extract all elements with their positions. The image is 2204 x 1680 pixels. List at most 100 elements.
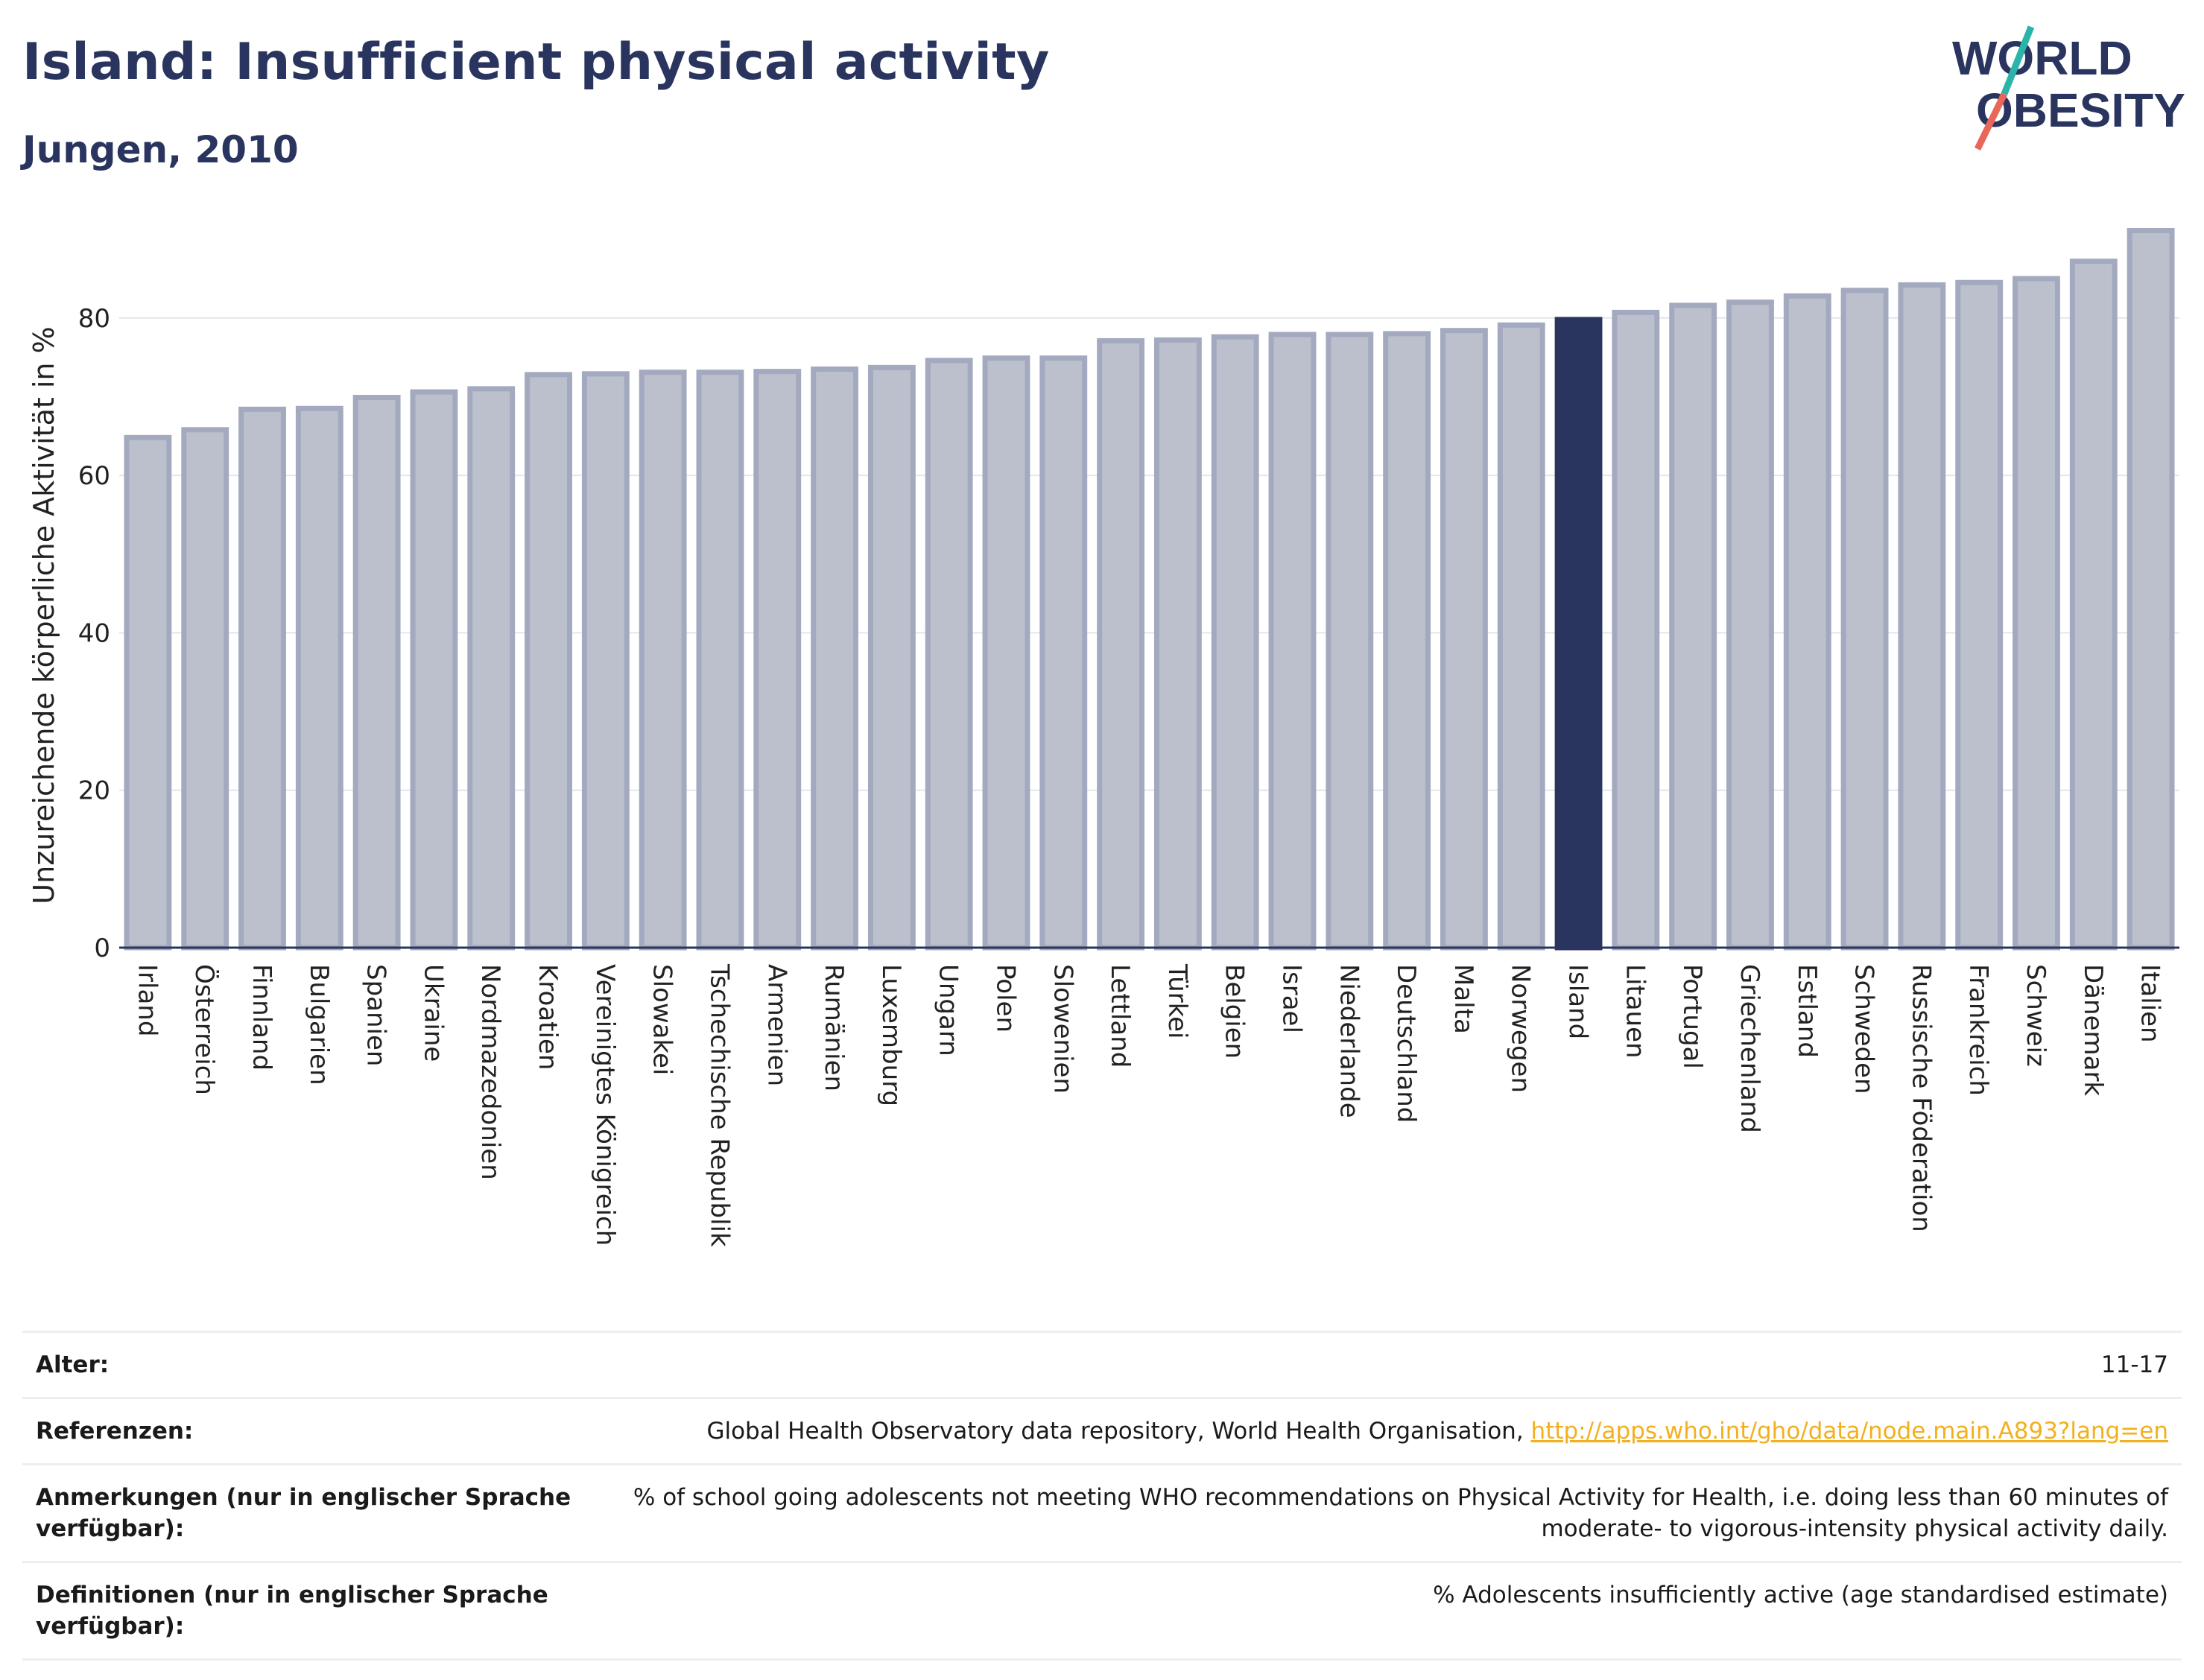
bar-rumänien [811,366,858,951]
references-value: Global Health Observatory data repositor… [706,1416,2168,1447]
x-tick-label: Dänemark [2078,964,2108,1096]
x-tick-label: Luxemburg [876,964,906,1106]
x-tick-label: Deutschland [1391,964,1421,1123]
x-tick-label: Slowakei [647,964,677,1075]
bar-türkei [1153,337,1202,951]
x-tick-labels: Irland Österreich Finnland Bulgarien Spanien… [132,963,2165,1247]
x-tick-label: Finnland [247,964,276,1071]
bar-schweiz [2013,276,2060,951]
info-row-definitions: Definitionen (nur in englischer Sprache … [22,1561,2182,1661]
references-label: Referenzen: [36,1418,194,1445]
x-tick-label: Armenien [761,964,791,1086]
bar-lettland [1097,337,1145,951]
bar-ukraine [410,389,458,951]
x-tick-label: Ungarn [934,964,963,1056]
y-tick-label: 40 [78,618,110,648]
x-tick-label: Türkei [1162,963,1192,1039]
world-obesity-logo: WORLD OBESITY [1952,25,2185,150]
bar-norwegen [1497,322,1545,951]
definitions-label: Definitionen (nur in englischer Sprache … [36,1582,548,1640]
logo-slash-bottom [1974,92,2008,150]
info-table: Alter: 11-17 Referenzen: Global Health O… [22,1331,2182,1661]
bar-armenien [753,369,802,951]
x-tick-label: Österreich [189,964,220,1095]
x-tick-label: Belgien [1220,964,1250,1059]
x-tick-label: Ukraine [418,964,448,1062]
bar-chart: 0 20 40 60 80 Irland Österreich Finnland Bulgar… [28,228,2179,1247]
age-label: Alter: [36,1351,110,1378]
references-text: Global Health Observatory data repositor… [706,1418,1531,1445]
bar-island [1554,317,1603,951]
bar-portugal [1669,302,1717,951]
x-tick-label: Niederlande [1334,964,1364,1118]
x-tick-label: Bulgarien [304,964,334,1085]
references-link[interactable]: http://apps.who.int/gho/data/node.main.A… [1530,1418,2168,1445]
x-tick-label: Malta [1448,964,1478,1034]
bar-malta [1440,328,1488,951]
age-value: 11-17 [2100,1351,2168,1378]
x-tick-label: Irland [132,964,162,1036]
x-tick-label: Israel [1277,964,1307,1033]
x-tick-label: Spanien [361,964,391,1066]
x-tick-label: Tschechische Republik [704,963,734,1247]
bar-estland [1783,293,1831,951]
x-tick-label: Nordmazedonien [475,964,505,1180]
logo-line-2: OBESITY [1976,83,2185,137]
x-tick-label: Island [1563,964,1593,1039]
bar-kroatien [525,372,572,951]
bar-slowenien [1039,355,1088,951]
bar-italien [2127,228,2175,951]
bar-nordmazedonien [467,386,516,951]
bar-bulgarien [295,405,343,951]
bar-irland [124,434,172,951]
x-tick-label: Portugal [1677,964,1707,1069]
bars [124,228,2175,951]
x-tick-label: Polen [990,964,1020,1033]
y-tick-labels: 0 20 40 60 80 [78,304,110,963]
notes-label: Anmerkungen (nur in englischer Sprache v… [36,1484,571,1542]
x-tick-label: Lettland [1105,964,1135,1068]
x-tick-label: Schweiz [2021,964,2051,1067]
y-tick-label: 60 [78,461,110,491]
bar-spanien [352,394,401,951]
x-tick-label: Russische Föderation [1906,964,1936,1232]
bar-dänemark [2069,259,2118,951]
y-tick-label: 20 [78,776,110,806]
info-row-references: Referenzen: Global Health Observatory da… [22,1397,2182,1463]
bar-deutschland [1383,331,1431,951]
bar-vereinigtes-königreich [581,371,630,951]
x-tick-label: Rumänien [819,964,849,1091]
logo-slash-top [2001,25,2035,95]
info-row-notes: Anmerkungen (nur in englischer Sprache v… [22,1463,2182,1561]
y-tick-label: 80 [78,304,110,334]
chart-subtitle: Jungen, 2010 [22,128,299,171]
x-tick-label: Schweden [1849,964,1879,1094]
x-tick-label: Kroatien [533,964,563,1070]
bar-österreich [181,427,229,951]
bar-israel [1268,332,1317,951]
x-tick-label: Norwegen [1506,964,1536,1093]
bar-polen [982,355,1030,951]
bar-tschechische-republik [696,370,744,951]
bar-griechenland [1726,299,1774,951]
logo-line-1: WORLD [1952,31,2132,85]
x-tick-label: Griechenland [1735,964,1764,1133]
x-tick-label: Litauen [1620,964,1650,1059]
notes-value: % of school going adolescents not meetin… [633,1484,2168,1542]
bar-litauen [1612,309,1660,951]
bar-slowakei [639,370,687,951]
x-tick-label: Vereinigtes Königreich [590,964,620,1246]
bar-belgien [1211,334,1259,951]
bar-russische-föderation [1898,282,1946,951]
info-row-age: Alter: 11-17 [22,1331,2182,1397]
gridlines [119,317,2179,791]
bar-niederlande [1326,332,1374,951]
x-tick-label: Slowenien [1048,964,1077,1094]
y-tick-label: 0 [94,933,110,963]
y-axis-label: Unzureichende körperliche Aktivität in % [28,326,60,904]
bar-finnland [238,406,286,951]
definitions-value: % Adolescents insufficiently active (age… [1433,1582,2168,1608]
x-tick-label: Italien [2135,964,2165,1043]
x-tick-label: Frankreich [1963,964,1993,1096]
x-tick-label: Estland [1792,964,1822,1058]
